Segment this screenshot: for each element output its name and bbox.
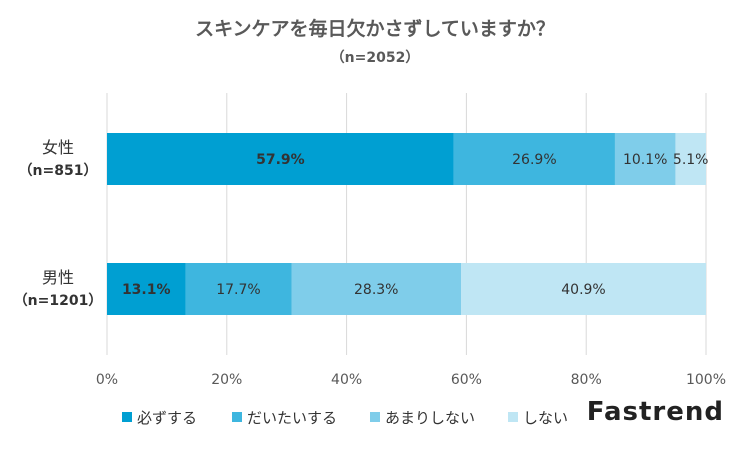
data-label: 13.1% — [122, 282, 171, 298]
data-label: 10.1% — [623, 152, 667, 168]
data-label: 5.1% — [673, 152, 709, 168]
legend-swatch — [370, 412, 380, 422]
data-label: 28.3% — [354, 282, 398, 298]
bar-segment — [453, 133, 615, 185]
legend-label: あまりしない — [385, 409, 475, 427]
bar-segment — [461, 263, 706, 315]
data-label: 57.9% — [256, 152, 305, 168]
x-tick-label: 0% — [96, 372, 118, 388]
x-tick-label: 20% — [211, 372, 242, 388]
chart-subtitle: （n=2052） — [331, 50, 420, 66]
bar-segment — [291, 263, 462, 315]
x-tick-label: 80% — [571, 372, 602, 388]
category-n-label: （n=851） — [19, 163, 98, 179]
brand-logo: Fastrend — [586, 397, 724, 427]
category-label: 男性 — [42, 268, 74, 287]
category-n-label: （n=1201） — [14, 293, 103, 309]
x-tick-label: 100% — [686, 372, 726, 388]
bar-segment — [107, 133, 454, 185]
bar-segment — [675, 133, 706, 185]
legend-label: だいたいする — [247, 409, 337, 427]
legend-label: しない — [523, 409, 568, 427]
bar-segment — [614, 133, 676, 185]
data-label: 26.9% — [512, 152, 556, 168]
legend-label: 必ずする — [137, 409, 197, 427]
category-label: 女性 — [42, 138, 74, 157]
chart-title: スキンケアを毎日欠かさずしていますか？ — [195, 17, 555, 40]
bar-segment — [185, 263, 292, 315]
legend-swatch — [508, 412, 518, 422]
legend-swatch — [232, 412, 242, 422]
x-tick-label: 40% — [331, 372, 362, 388]
x-tick-label: 60% — [451, 372, 482, 388]
legend-swatch — [122, 412, 132, 422]
bar-segment — [107, 263, 186, 315]
data-label: 17.7% — [216, 282, 260, 298]
data-label: 40.9% — [561, 282, 605, 298]
